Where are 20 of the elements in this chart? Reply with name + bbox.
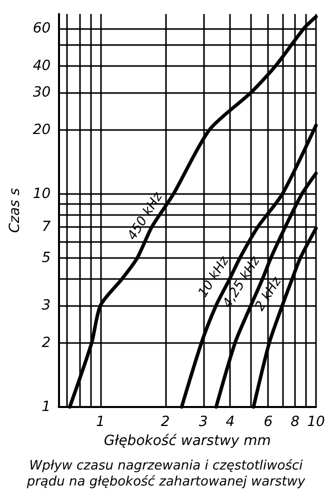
x-tick-label: 2 (160, 414, 170, 430)
text: Wpływ czasu nagrzewania i częstotliwości prądu na głębokość zahartowanej warstwy (26, 458, 306, 490)
y-tick-label: 20 (32, 122, 51, 138)
y-tick-label: 3 (42, 297, 51, 314)
x-tick-label: 3 (198, 414, 208, 430)
y-tick-label: 7 (42, 218, 51, 235)
x-tick-label: 8 (290, 414, 300, 430)
y-tick-label: 2 (42, 334, 51, 351)
x-axis-title: Głębokość warstwy mm (104, 432, 271, 449)
y-tick-label: 1 (42, 399, 51, 415)
y-tick-label: 5 (42, 250, 51, 266)
x-tick-label: 4 (226, 414, 235, 430)
y-tick-label: 30 (32, 84, 51, 100)
y-tick-label: 40 (32, 58, 51, 74)
x-tick-label: 6 (264, 414, 273, 430)
y-tick-label: 10 (32, 186, 51, 202)
y-tick-label: 60 (32, 20, 51, 36)
y-axis-title: Czas s (7, 188, 23, 233)
x-tick-label: 1 (96, 414, 105, 430)
x-tick-label: 10 (307, 414, 325, 430)
